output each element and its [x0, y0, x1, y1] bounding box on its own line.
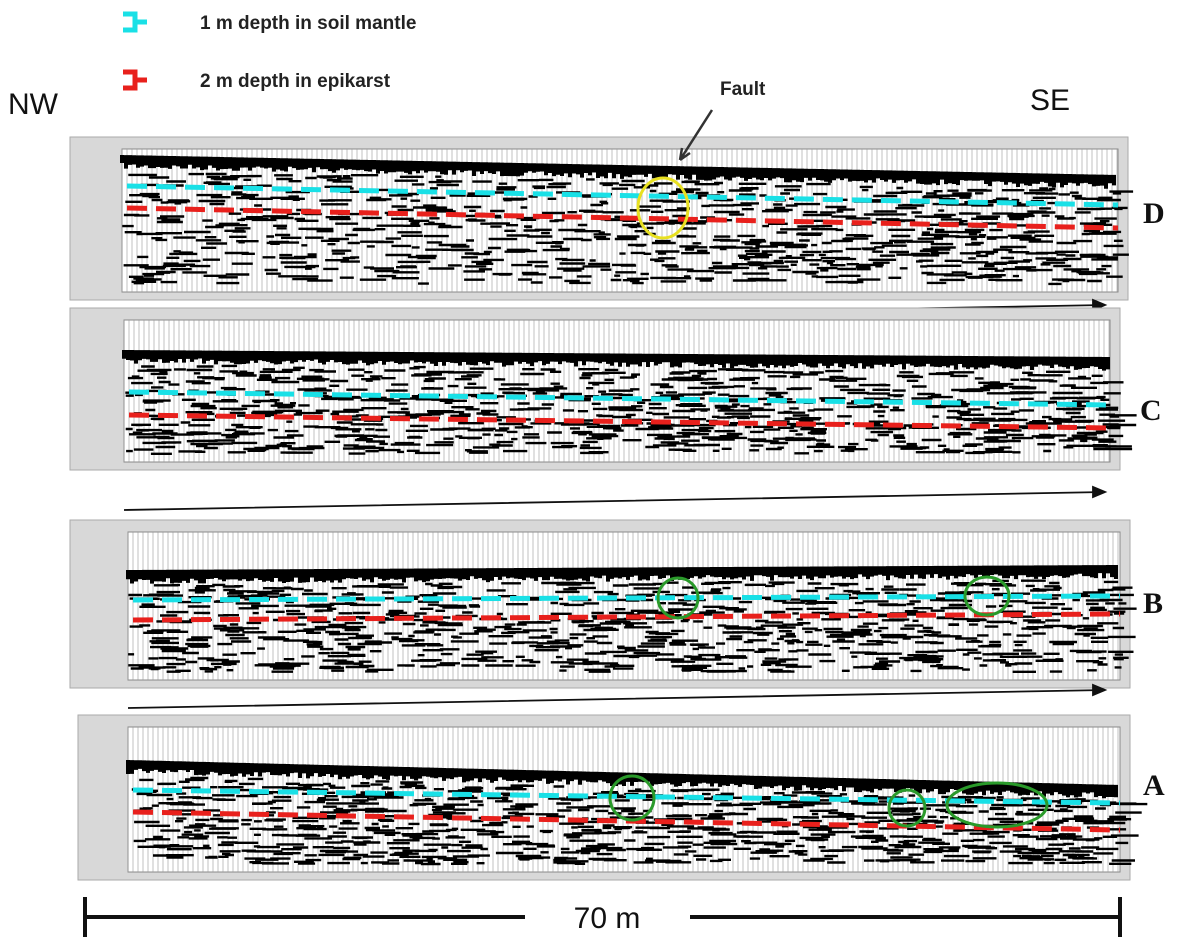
panels [69, 136, 1148, 881]
seismic-traces [125, 364, 1137, 455]
fault-arrow [678, 109, 714, 162]
legend-icon [123, 69, 147, 91]
highlight [636, 176, 690, 240]
legend-label: 1 m depth in soil mantle [200, 13, 416, 34]
legend-icon [123, 11, 147, 33]
epikarst-horizon [132, 809, 1121, 833]
legend: 1 m depth in soil mantle 2 m depth in ep… [123, 11, 416, 92]
panel-label: C [1140, 394, 1162, 427]
panel-label: D [1143, 197, 1165, 230]
legend-label: 2 m depth in epikarst [200, 71, 391, 92]
panel-link-arrow [127, 683, 1108, 709]
scale-line [83, 897, 1122, 937]
reflector [122, 350, 1110, 371]
seismic-traces [131, 776, 1148, 866]
highlight [608, 774, 656, 822]
reflector [126, 760, 1118, 799]
soil-mantle-horizon [126, 183, 1119, 208]
highlight [963, 575, 1011, 617]
panel-link-arrow [123, 485, 1108, 511]
epikarst-horizon [128, 412, 1111, 431]
epikarst-horizon [132, 611, 1121, 623]
highlight [887, 788, 927, 828]
highlight [656, 576, 700, 620]
epikarst-horizon [126, 205, 1119, 231]
direction-label: NW [8, 88, 59, 121]
highlight [945, 781, 1049, 829]
scale-label: 70 m [574, 902, 641, 935]
scale-bar: 70 m [83, 897, 1122, 937]
annotation: Fault [720, 79, 766, 100]
soil-mantle-horizon [128, 389, 1111, 408]
soil-mantle-horizon [132, 787, 1121, 806]
soil-mantle-horizon [132, 593, 1121, 603]
seismic-traces [128, 579, 1137, 673]
seismic-traces [122, 172, 1134, 286]
direction-label: SE [1030, 84, 1070, 117]
reflector [126, 565, 1118, 584]
panel-label: B [1143, 587, 1163, 620]
panel-label: A [1143, 769, 1165, 802]
reflector [120, 155, 1116, 189]
